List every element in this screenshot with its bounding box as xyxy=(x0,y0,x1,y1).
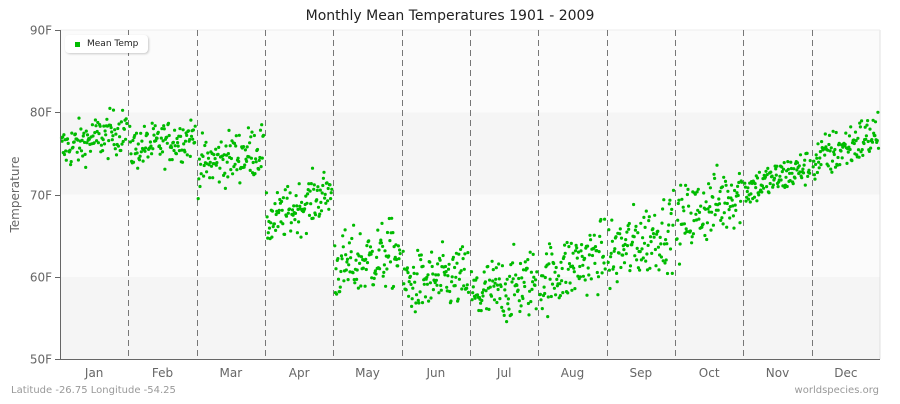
legend-label: Mean Temp xyxy=(87,39,139,49)
legend: Mean Temp xyxy=(65,35,149,53)
chart-title: Monthly Mean Temperatures 1901 - 2009 xyxy=(305,8,595,24)
svg-text:Jul: Jul xyxy=(496,366,511,380)
legend-swatch-icon xyxy=(75,41,80,47)
svg-text:Mar: Mar xyxy=(220,366,243,380)
location-caption: Latitude -26.75 Longitude -54.25 xyxy=(11,385,176,396)
svg-text:Feb: Feb xyxy=(152,366,173,380)
svg-text:90F: 90F xyxy=(30,24,52,38)
svg-text:Sep: Sep xyxy=(630,366,653,380)
svg-text:Jun: Jun xyxy=(425,366,445,380)
svg-text:Temperature: Temperature xyxy=(8,156,22,233)
svg-text:Nov: Nov xyxy=(766,366,789,380)
svg-text:Apr: Apr xyxy=(289,366,310,380)
axes: 50F 60F 70F 80F 90F Jan Feb Mar Apr May Jun Jul Aug S… xyxy=(8,24,880,380)
svg-text:Oct: Oct xyxy=(699,366,720,380)
svg-text:Aug: Aug xyxy=(561,366,584,380)
svg-text:60F: 60F xyxy=(30,271,52,285)
svg-text:Dec: Dec xyxy=(834,366,857,380)
svg-text:Jan: Jan xyxy=(84,366,104,380)
month-separators xyxy=(128,30,813,359)
svg-text:80F: 80F xyxy=(30,106,52,120)
source-credit: worldspecies.org xyxy=(794,385,879,396)
svg-text:50F: 50F xyxy=(30,353,52,367)
svg-text:May: May xyxy=(355,366,380,380)
svg-text:70F: 70F xyxy=(30,189,52,203)
data-points xyxy=(59,106,881,324)
